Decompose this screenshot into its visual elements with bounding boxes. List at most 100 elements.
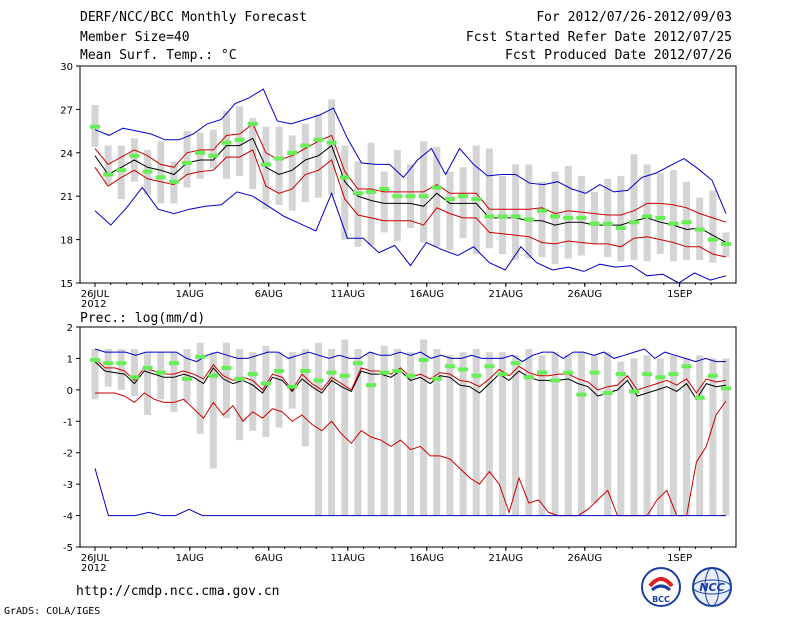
temperature-box <box>446 171 454 250</box>
temperature-box <box>433 147 441 247</box>
temperature-reference-mark <box>458 194 469 199</box>
precipitation-ytick-label: -3 <box>63 480 73 491</box>
temperature-xtick-label: 11AUG <box>330 289 365 300</box>
temperature-reference-mark <box>510 214 521 219</box>
precipitation-xtick-label: 16AUG <box>409 553 444 564</box>
variable-label-temperature: Mean Surf. Temp.: °C <box>80 48 237 63</box>
precipitation-box <box>91 349 99 400</box>
temperature-box <box>577 175 585 256</box>
precipitation-reference-mark <box>313 378 324 383</box>
precipitation-ytick-label: 2 <box>67 323 73 334</box>
precipitation-reference-mark <box>274 369 285 373</box>
temperature-box <box>341 145 349 240</box>
temperature-reference-mark <box>523 217 534 222</box>
temperature-box <box>485 148 493 249</box>
temperature-envelope-lower-line <box>94 186 727 284</box>
precipitation-box <box>183 349 191 403</box>
precipitation-reference-mark <box>536 370 547 375</box>
precipitation-reference-mark <box>392 369 403 373</box>
temperature-box <box>630 154 638 260</box>
precipitation-reference-mark <box>379 370 390 375</box>
temperature-box <box>591 191 599 244</box>
precipitation-box <box>341 339 349 516</box>
bcc-logo: BCC <box>641 567 681 607</box>
precipitation-xtick-label: 1SEP <box>667 553 692 564</box>
temperature-box <box>512 164 520 260</box>
temperature-reference-mark <box>339 175 350 180</box>
precipitation-reference-mark <box>602 391 613 395</box>
temperature-xtick-label: 6AUG <box>255 289 283 300</box>
temperature-xtick-label: 26AUG <box>567 289 602 300</box>
temperature-xtick-sublabel: 2012 <box>81 299 106 310</box>
precipitation-box <box>512 355 520 516</box>
temperature-reference-mark <box>155 175 166 180</box>
precipitation-reference-mark <box>116 361 127 366</box>
temperature-spread-upper-line <box>94 123 727 223</box>
precipitation-reference-mark <box>352 361 363 366</box>
precipitation-box <box>301 349 309 447</box>
precipitation-box <box>275 352 283 428</box>
temperature-reference-mark <box>379 186 390 191</box>
precipitation-ytick-label: 0 <box>67 386 73 397</box>
temperature-reference-mark <box>681 220 692 225</box>
temperature-reference-mark <box>694 227 705 232</box>
precipitation-box <box>564 355 572 516</box>
start-refer-date: Fcst Started Refer Date 2012/07/25 <box>465 30 732 45</box>
temperature-reference-mark <box>247 121 258 126</box>
temperature-reference-mark <box>326 140 337 145</box>
temperature-reference-mark <box>655 215 666 220</box>
temperature-reference-mark <box>221 140 232 145</box>
grads-credit: GrADS: COLA/IGES <box>4 606 101 617</box>
precipitation-xtick-sublabel: 2012 <box>81 563 106 574</box>
temperature-box <box>222 110 230 179</box>
precipitation-reference-mark <box>642 372 653 377</box>
precipitation-box <box>262 345 270 437</box>
precipitation-reference-mark <box>615 372 626 377</box>
temperature-box <box>275 126 283 205</box>
temperature-reference-mark <box>484 214 495 219</box>
precipitation-reference-mark <box>366 383 377 388</box>
temperature-reference-mark <box>628 220 639 225</box>
temperature-reference-mark <box>90 124 100 129</box>
precipitation-reference-mark <box>576 392 587 397</box>
precipitation-reference-mark <box>668 372 679 377</box>
temperature-reference-mark <box>352 191 363 196</box>
precipitation-reference-mark <box>418 358 429 362</box>
precipitation-reference-mark <box>195 354 206 359</box>
precipitation-box <box>722 358 730 516</box>
precipitation-reference-mark <box>655 375 666 380</box>
temperature-box <box>709 190 717 263</box>
precipitation-reference-mark <box>721 386 731 391</box>
temperature-reference-mark <box>405 194 416 199</box>
temperature-box <box>117 145 125 200</box>
precipitation-ensemble-mean-line <box>94 361 727 401</box>
precipitation-box <box>433 349 441 516</box>
precipitation-box <box>525 349 533 516</box>
precipitation-envelope-lower-line <box>94 468 726 517</box>
precipitation-box <box>459 352 467 516</box>
temperature-reference-mark <box>444 197 455 202</box>
precipitation-box <box>617 361 625 516</box>
temperature-reference-mark <box>642 214 653 219</box>
temperature-reference-mark <box>182 160 193 165</box>
temperature-reference-mark <box>471 197 482 202</box>
temperature-reference-mark <box>589 221 600 226</box>
temperature-xtick-label: 21AUG <box>488 289 523 300</box>
temperature-ytick-label: 24 <box>60 149 73 160</box>
temperature-reference-mark <box>195 150 206 155</box>
temperature-box <box>525 164 533 259</box>
member-size: Member Size=40 <box>80 30 190 45</box>
temperature-box <box>301 123 309 202</box>
precipitation-box <box>604 352 612 516</box>
temperature-reference-mark <box>563 215 574 220</box>
precipitation-box <box>380 345 388 516</box>
temperature-reference-mark <box>602 221 613 226</box>
bcc-logo-text: BCC <box>652 595 670 604</box>
precipitation-reference-mark <box>444 364 455 369</box>
temperature-box <box>183 131 191 188</box>
source-url[interactable]: http://cmdp.ncc.cma.gov.cn <box>76 584 280 599</box>
precipitation-box <box>407 352 414 516</box>
precipitation-reference-mark <box>182 376 193 381</box>
precipitation-box <box>144 352 152 415</box>
